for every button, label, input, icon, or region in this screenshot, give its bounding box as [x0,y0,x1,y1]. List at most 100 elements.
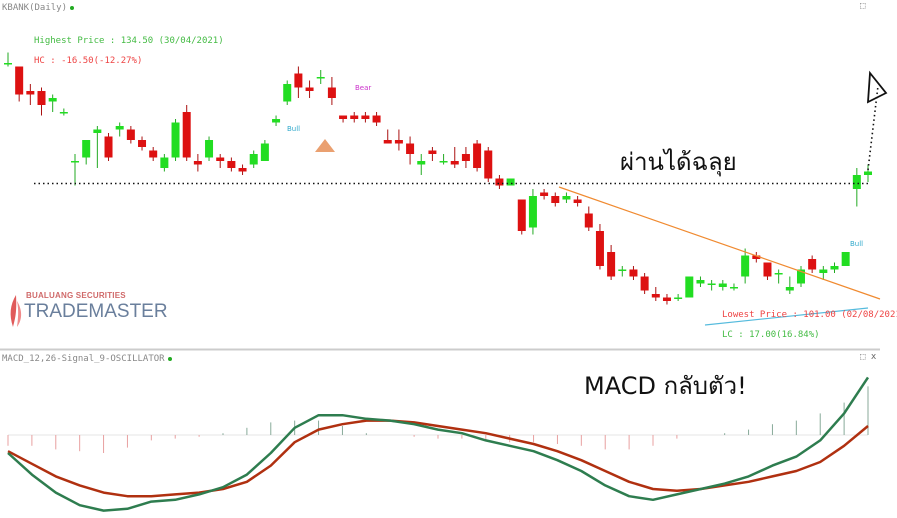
candle-body [662,297,671,301]
macd-line [7,376,870,512]
candle-body [573,199,582,203]
candle-body [48,98,57,102]
signal-line [7,419,869,498]
candle-body [383,140,392,144]
candle-body [283,84,292,102]
candle-body [361,115,370,119]
candle-body [707,283,716,285]
candle-body [417,161,426,165]
macd-caption: MACD กลับตัว! [584,372,747,400]
candle-body [71,161,80,163]
candle-body [841,252,850,266]
candle-body [651,294,660,298]
downtrend-line [558,186,881,300]
candle-body [640,276,649,291]
candle-body [729,287,738,289]
candle-body [26,91,35,95]
candle-body [350,115,359,119]
candle-body [316,77,325,79]
candle-body [864,171,872,175]
candle-body [763,262,772,277]
candle-body [160,157,169,168]
triangle-marker [315,139,335,152]
candle-body [339,115,348,119]
candle-body [528,196,537,228]
maximize-icon[interactable]: ⬚ [860,1,866,11]
candle-body [495,178,504,186]
panel-buttons[interactable]: ⬚ x [860,352,877,362]
bear-tag: Bear [355,84,372,92]
candle-body [260,143,269,161]
candle-body [618,269,627,271]
candle-body [562,196,571,200]
candle-body [406,143,415,154]
candle-body [674,297,683,299]
highest-price-label: Highest Price : 134.50 (30/04/2021) [34,36,224,46]
macd-panel [7,376,870,512]
candle-body [93,129,102,133]
candle-body [439,161,448,163]
candle-body [595,231,604,266]
candle-body [830,266,839,270]
candle-body [551,196,560,203]
candle-body [372,115,381,123]
candle-body [15,66,24,95]
candle-body [696,280,705,284]
candle-body [584,213,593,228]
candle-body [193,161,202,165]
candle-body [819,269,828,273]
breakout-caption: ผ่านได้ฉลุย [620,148,737,176]
bull-tag: Bull [850,240,864,248]
logo-company: BUALUANG SECURITIES [26,291,126,300]
candle-body [216,157,225,161]
symbol-title: KBANK(Daily) [2,3,75,13]
candle-body [294,73,303,88]
candle-body [506,178,515,186]
candle-body [149,150,158,158]
candle-body [394,140,403,144]
candle-body [473,143,482,168]
hc-label: HC : -16.50(-12.27%) [34,56,143,66]
lowest-price-label: Lowest Price : 101.00 (02/08/2021) [722,310,897,320]
candle-body [227,161,236,168]
candle-body [126,129,135,140]
candle-body [238,168,247,172]
candle-body [272,119,281,123]
candle-body [718,283,727,287]
candle-body [461,154,470,161]
candle-body [59,112,68,114]
candle-body [327,87,336,98]
candle-body [205,140,214,158]
candle-body [305,87,314,91]
candle-body [741,255,750,277]
candle-body [629,269,638,277]
candle-body [182,112,191,158]
candle-body [115,126,124,130]
candle-body [82,140,91,158]
bull-tag: Bull [287,125,301,133]
price-panel [4,52,872,305]
candle-body [104,136,113,158]
candle-body [37,91,46,105]
candle-body [540,192,549,196]
trademaster-logo: BUALUANG SECURITIES TRADEMASTER [8,291,168,331]
macd-panel-title: MACD_12,26-Signal_9-OSCILLATOR [2,354,172,364]
flame-logo-icon [10,295,22,327]
candle-body [4,63,12,65]
candle-body [484,150,493,179]
candle-body [249,154,258,165]
candle-body [774,273,783,275]
candle-body [685,276,694,298]
lc-label: LC : 17.00(16.84%) [722,330,820,340]
candle-body [752,255,761,259]
candle-body [428,150,437,154]
candle-body [852,175,861,189]
candle-body [171,122,180,158]
candle-body [450,161,459,165]
candle-body [808,259,817,270]
candle-body [517,199,526,231]
candle-body [607,252,616,277]
support-line [704,307,869,326]
candle-body [785,287,794,291]
